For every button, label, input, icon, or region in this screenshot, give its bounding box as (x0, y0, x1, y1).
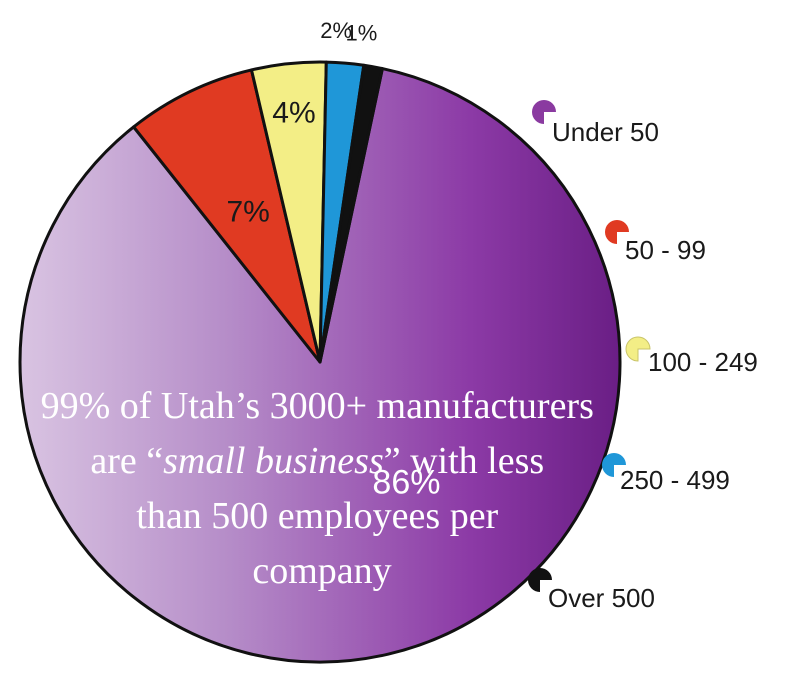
annotation-line-2-post: ” with less (384, 440, 544, 482)
legend-item-over-500: Over 500 (528, 568, 655, 613)
legend-marker-under-50 (532, 100, 556, 124)
legend: Under 50 50 - 99 100 - 249 250 - 499 Over 50… (528, 100, 758, 613)
legend-label-under-50: Under 50 (552, 117, 659, 147)
legend-item-50-99: 50 - 99 (605, 220, 706, 265)
legend-item-under-50: Under 50 (532, 100, 659, 147)
legend-label-over-500: Over 500 (548, 583, 655, 613)
pie-slice-50-99 (132, 68, 322, 364)
pie-slices (18, 60, 622, 664)
legend-marker-over-500 (528, 568, 552, 592)
legend-item-250-499: 250 - 499 (602, 453, 730, 495)
legend-marker-50-99 (605, 220, 629, 244)
legend-marker-100-249 (625, 336, 651, 362)
annotation-line-2: are “small business” with less (90, 440, 544, 482)
pie-slice-labels: 86% 7% 4% 2%1% (227, 18, 441, 501)
annotation-line-2-italic: small business (163, 440, 384, 482)
annotation-line-4: company (252, 550, 391, 592)
pie-slice-over-500 (318, 63, 384, 364)
slice-label-250-499: 2% (320, 18, 352, 43)
annotation-text: 99% of Utah’s 3000+ manufacturers are “s… (41, 385, 604, 592)
slice-label-over-500: 1% (345, 20, 377, 45)
pie-slice-under-50 (18, 67, 622, 664)
slice-label-100-249: 4% (272, 96, 315, 129)
legend-label-50-99: 50 - 99 (625, 235, 706, 265)
annotation-line-3: than 500 employees per (136, 495, 498, 537)
legend-item-100-249: 100 - 249 (625, 336, 758, 377)
slice-label-under-50: 86% (372, 464, 440, 502)
annotation-line-1: 99% of Utah’s 3000+ manufacturers (41, 385, 594, 427)
legend-label-250-499: 250 - 499 (620, 465, 730, 495)
slice-label-50-99: 7% (227, 195, 270, 228)
legend-marker-250-499 (602, 453, 626, 477)
legend-label-100-249: 100 - 249 (648, 347, 758, 377)
annotation-line-2-pre: are “ (90, 440, 163, 482)
